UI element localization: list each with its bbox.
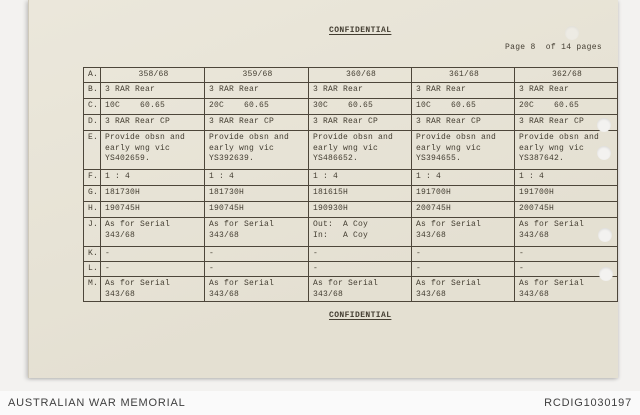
- table-cell: Provide obsn and early wng vic YS486652.: [307, 130, 412, 170]
- table-cell: As for Serial 343/68: [513, 276, 619, 302]
- page-number: Page 8 of 14 pages: [505, 43, 602, 52]
- table-cell: 1 : 4: [100, 169, 205, 186]
- table-row: B. 3 RAR Rear 3 RAR Rear 3 RAR Rear 3 RAR Re…: [82, 82, 619, 99]
- table-cell: As for Serial 343/68: [307, 276, 412, 302]
- table-row: D. 3 RAR Rear CP 3 RAR Rear CP 3 RAR Rear C…: [82, 114, 619, 131]
- archive-name: AUSTRALIAN WAR MEMORIAL: [8, 397, 186, 409]
- archive-footer-bar: AUSTRALIAN WAR MEMORIAL RCDIG1030197: [0, 391, 640, 415]
- table-row: L. - - - - -: [82, 261, 619, 277]
- hole-punch: [599, 267, 613, 281]
- table-cell: As for Serial 343/68: [410, 217, 515, 247]
- table-cell: 361/68: [410, 67, 515, 83]
- row-label: D.: [82, 114, 102, 131]
- table-row: G. 181730H 181730H 181615H 191700H 191700H: [82, 185, 619, 202]
- table-cell: As for Serial 343/68: [410, 276, 515, 302]
- row-label: C.: [82, 98, 102, 115]
- table-cell: As for Serial 343/68: [100, 276, 205, 302]
- table-cell: 191700H: [410, 185, 515, 202]
- table-cell: 3 RAR Rear: [513, 82, 619, 99]
- table-cell: -: [204, 261, 309, 277]
- table-cell: Provide obsn and early wng vic YS392639.: [204, 130, 309, 170]
- table-cell: 360/68: [307, 67, 412, 83]
- table-cell: 3 RAR Rear CP: [204, 114, 309, 131]
- table-cell: As for Serial 343/68: [204, 276, 309, 302]
- table-cell: 181615H: [307, 185, 412, 202]
- table-cell: 10C 60.65: [100, 98, 205, 115]
- table-cell: -: [513, 246, 619, 262]
- table-cell: 190930H: [307, 201, 412, 218]
- table-cell: 3 RAR Rear: [307, 82, 412, 99]
- table-row: J. As for Serial 343/68 As for Serial 343/…: [82, 217, 619, 247]
- hole-punch: [565, 26, 579, 40]
- table-cell: 3 RAR Rear: [410, 82, 515, 99]
- table-cell: -: [100, 246, 205, 262]
- table-cell: 190745H: [204, 201, 309, 218]
- table-cell: -: [204, 246, 309, 262]
- table-cell: 20C 60.65: [204, 98, 309, 115]
- table-cell: -: [410, 246, 515, 262]
- table-cell: 1 : 4: [513, 169, 619, 186]
- row-label: A.: [82, 67, 102, 83]
- table-cell: 362/68: [513, 67, 619, 83]
- table-cell: 10C 60.65: [410, 98, 515, 115]
- row-label: H.: [82, 201, 102, 218]
- table-cell: 30C 60.65: [307, 98, 412, 115]
- table-cell: 181730H: [100, 185, 205, 202]
- table-row: H. 190745H 190745H 190930H 200745H 200745H: [82, 201, 619, 218]
- table-cell: As for Serial 343/68: [100, 217, 205, 247]
- table-cell: Provide obsn and early wng vic YS402659.: [100, 130, 205, 170]
- table-cell: -: [410, 261, 515, 277]
- document-page: CONFIDENTIAL Page 8 of 14 pages A. 358/68…: [28, 0, 619, 378]
- table-cell: 200745H: [513, 201, 619, 218]
- table-cell: 3 RAR Rear CP: [410, 114, 515, 131]
- table-cell: 1 : 4: [410, 169, 515, 186]
- table-cell: 359/68: [204, 67, 309, 83]
- table-cell: -: [307, 261, 412, 277]
- row-label: K.: [82, 246, 102, 262]
- table-row: A. 358/68 359/68 360/68 361/68 362/68: [82, 67, 619, 83]
- table-cell: Out: A Coy In: A Coy: [307, 217, 412, 247]
- table-cell: 1 : 4: [307, 169, 412, 186]
- table-cell: 1 : 4: [204, 169, 309, 186]
- row-label: E.: [82, 130, 102, 170]
- table-cell: -: [100, 261, 205, 277]
- table-cell: As for Serial 343/68: [204, 217, 309, 247]
- row-label: F.: [82, 169, 102, 186]
- table-cell: 358/68: [100, 67, 205, 83]
- classification-stamp-top: CONFIDENTIAL: [329, 26, 392, 35]
- row-label: L.: [82, 261, 102, 277]
- table-row: C. 10C 60.65 20C 60.65 30C 60.65 10C 60.65 20…: [82, 98, 619, 115]
- table-cell: 181730H: [204, 185, 309, 202]
- table-cell: 3 RAR Rear CP: [307, 114, 412, 131]
- classification-stamp-bottom: CONFIDENTIAL: [329, 311, 392, 320]
- table-cell: Provide obsn and early wng vic YS394655.: [410, 130, 515, 170]
- row-label: B.: [82, 82, 102, 99]
- table-row: K. - - - - -: [82, 246, 619, 262]
- row-label: J.: [82, 217, 102, 247]
- table-cell: 3 RAR Rear: [100, 82, 205, 99]
- table-row: M. As for Serial 343/68 As for Serial 343/…: [82, 276, 619, 302]
- archive-id: RCDIG1030197: [544, 397, 632, 409]
- table-cell: 3 RAR Rear: [204, 82, 309, 99]
- table-cell: 20C 60.65: [513, 98, 619, 115]
- hole-punch: [597, 118, 611, 132]
- table-cell: 190745H: [100, 201, 205, 218]
- serials-table-body: A. 358/68 359/68 360/68 361/68 362/68 B. 3 RAR …: [82, 67, 619, 302]
- hole-punch: [598, 228, 612, 242]
- table-row: E. Provide obsn and early wng vic YS40265…: [82, 130, 619, 170]
- row-label: M.: [82, 276, 102, 302]
- hole-punch: [597, 146, 611, 160]
- table-cell: 3 RAR Rear CP: [100, 114, 205, 131]
- serials-table: A. 358/68 359/68 360/68 361/68 362/68 B. 3 RAR …: [82, 67, 619, 302]
- table-cell: -: [307, 246, 412, 262]
- row-label: G.: [82, 185, 102, 202]
- table-cell: 191700H: [513, 185, 619, 202]
- table-cell: 200745H: [410, 201, 515, 218]
